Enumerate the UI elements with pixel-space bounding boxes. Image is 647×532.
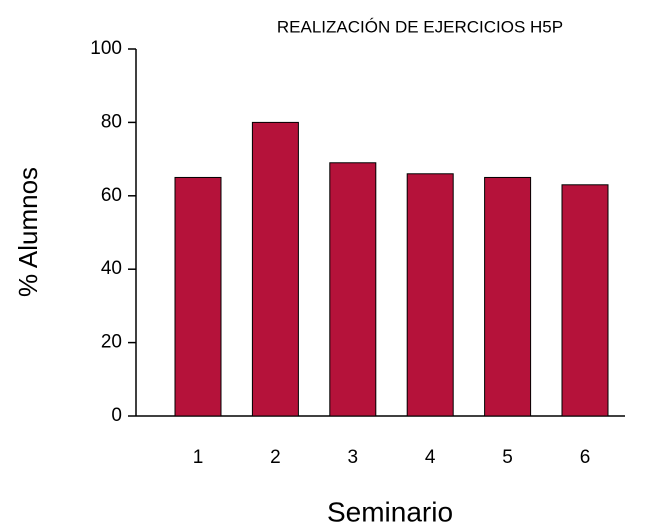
y-tick-label: 40 (101, 258, 122, 279)
x-tick-label: 2 (270, 447, 281, 468)
x-tick-label: 4 (425, 447, 436, 468)
bar (406, 173, 454, 417)
bar (251, 121, 299, 417)
y-axis-label: % Alumnos (13, 167, 43, 297)
bar (174, 176, 222, 417)
bar (484, 176, 532, 417)
y-tick-label: 80 (101, 111, 122, 132)
y-tick-label: 100 (90, 38, 122, 59)
y-tick-label: 0 (111, 405, 122, 426)
bar (561, 184, 609, 417)
y-tick-label: 60 (101, 185, 122, 206)
x-axis-label: Seminario (327, 496, 453, 527)
chart-title: REALIZACIÓN DE EJERCICIOS H5P (277, 17, 563, 36)
x-tick-label: 6 (580, 447, 591, 468)
y-tick-label: 20 (101, 332, 122, 353)
x-tick-label: 5 (502, 447, 513, 468)
bar (329, 162, 377, 417)
x-tick-label: 3 (348, 447, 359, 468)
x-tick-label: 1 (193, 447, 204, 468)
